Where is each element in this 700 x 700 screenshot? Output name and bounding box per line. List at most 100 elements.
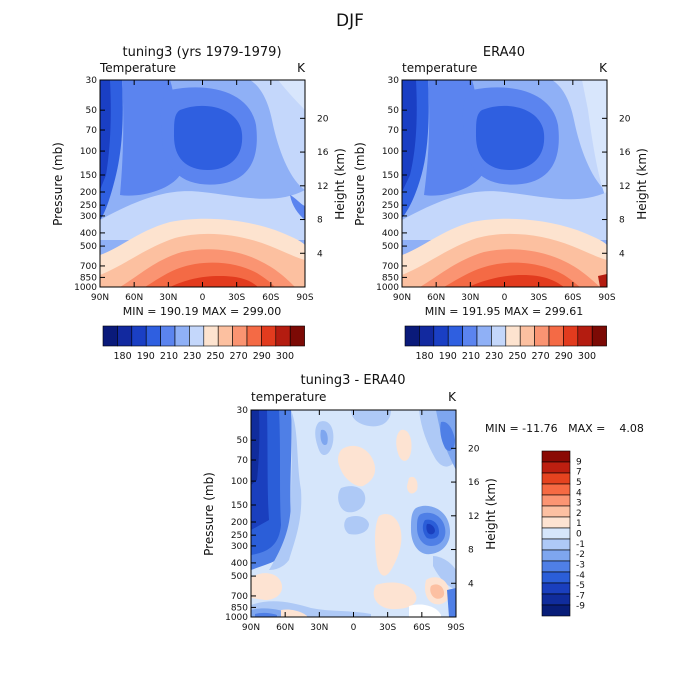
y-tick-label: 200 xyxy=(80,188,97,198)
y-tick-label: 50 xyxy=(388,106,400,116)
colorbar-label: 190 xyxy=(137,351,155,362)
colorbar-swatch xyxy=(548,325,564,347)
colorbar-swatch xyxy=(541,571,571,584)
height-tick-label: 8 xyxy=(468,546,474,556)
colorbar-label: 230 xyxy=(183,351,201,362)
y-axis-label-right: Height (km) xyxy=(333,148,347,219)
colorbar-swatch xyxy=(541,582,571,595)
y-tick-label: 30 xyxy=(237,406,249,416)
y-tick-label: 250 xyxy=(80,201,97,211)
x-tick-label: 90S xyxy=(447,623,464,633)
y-tick-label: 100 xyxy=(80,147,97,157)
y-tick-label: 300 xyxy=(382,212,399,222)
height-tick-label: 20 xyxy=(619,114,631,124)
colorbar-swatch xyxy=(591,325,607,347)
x-tick-label: 60S xyxy=(262,293,279,303)
axes: 90N 60N 30N 0 30S 60S 90S 30 50 70 100 150 200 250300… xyxy=(225,406,480,633)
y-tick-label: 150 xyxy=(231,501,248,511)
colorbar-label: 180 xyxy=(114,351,132,362)
colorbar-swatch xyxy=(541,461,571,474)
height-tick-label: 8 xyxy=(619,216,625,226)
variable-label: temperature xyxy=(251,390,326,404)
height-tick-label: 12 xyxy=(619,182,630,192)
y-tick-label: 200 xyxy=(231,518,248,528)
colorbar-swatch xyxy=(541,494,571,507)
height-tick-label: 12 xyxy=(468,512,479,522)
y-tick-label: 250 xyxy=(231,531,248,541)
x-tick-label: 60N xyxy=(125,293,143,303)
variable-label: Temperature xyxy=(99,61,176,75)
colorbar-label: 3 xyxy=(576,499,582,509)
colorbar-swatch xyxy=(541,538,571,551)
colorbar-label: -2 xyxy=(576,550,585,560)
unit-label: K xyxy=(448,390,457,404)
colorbar-label: 270 xyxy=(532,351,550,362)
min-max-stats: MIN = 190.19 MAX = 299.00 xyxy=(123,305,281,318)
colorbar-swatch xyxy=(541,560,571,573)
y-tick-label: 700 xyxy=(231,592,248,602)
y-tick-label: 850 xyxy=(231,603,248,613)
colorbar-swatch xyxy=(160,325,176,347)
panel-title: ERA40 xyxy=(483,45,525,60)
colorbar-label: -9 xyxy=(576,602,585,612)
contour-field xyxy=(402,80,607,287)
y-tick-label: 400 xyxy=(231,559,248,569)
y-tick-label: 1000 xyxy=(74,283,97,293)
x-tick-label: 90S xyxy=(598,293,615,303)
unit-label: K xyxy=(297,61,306,75)
y-axis-label: Pressure (mb) xyxy=(353,142,367,226)
colorbar-swatch xyxy=(541,593,571,606)
contour-field xyxy=(100,80,305,287)
colorbar-label: 250 xyxy=(508,351,526,362)
y-tick-label: 150 xyxy=(382,171,399,181)
colorbar-swatch xyxy=(519,325,535,347)
colorbar-swatch xyxy=(189,325,205,347)
x-tick-label: 0 xyxy=(502,293,508,303)
y-tick-label: 1000 xyxy=(376,283,399,293)
height-tick-label: 8 xyxy=(317,216,323,226)
panel-difference: tuning3 - ERA40 temperature K xyxy=(202,373,644,633)
y-tick-label: 70 xyxy=(86,126,98,136)
colorbar-swatch xyxy=(534,325,550,347)
colorbar-swatch xyxy=(102,325,118,347)
colorbar-swatch xyxy=(117,325,133,347)
x-tick-label: 30N xyxy=(159,293,177,303)
axes: 90N 60N 30N 0 30S 60S 90S 30 50 70 100 150 200 250300… xyxy=(74,76,329,303)
colorbar-swatch xyxy=(505,325,521,347)
min-max-stats: MIN = -11.76 MAX = 4.08 xyxy=(485,422,644,435)
variable-label: temperature xyxy=(402,61,477,75)
colorbar-swatch xyxy=(541,505,571,518)
colorbar-label: 210 xyxy=(160,351,178,362)
colorbar-swatch xyxy=(541,527,571,540)
y-tick-label: 70 xyxy=(388,126,400,136)
colorbar-label: 300 xyxy=(276,351,294,362)
height-tick-label: 16 xyxy=(317,148,329,158)
colorbar-label: 1 xyxy=(576,519,582,529)
y-tick-label: 1000 xyxy=(225,613,248,623)
y-tick-label: 400 xyxy=(80,229,97,239)
x-tick-label: 30S xyxy=(379,623,396,633)
colorbar: 180 190 210 230 250 270 290 300 xyxy=(404,325,607,362)
y-tick-label: 500 xyxy=(382,242,399,252)
colorbar-label: 5 xyxy=(576,478,582,488)
y-axis-label: Pressure (mb) xyxy=(51,142,65,226)
height-tick-label: 4 xyxy=(317,249,323,259)
colorbar-swatch xyxy=(404,325,420,347)
y-axis-label: Pressure (mb) xyxy=(202,472,216,556)
colorbar-swatch xyxy=(541,516,571,529)
height-tick-label: 20 xyxy=(468,444,480,454)
colorbar-swatch xyxy=(131,325,147,347)
x-tick-label: 30N xyxy=(461,293,479,303)
height-tick-label: 16 xyxy=(468,478,480,488)
axes: 90N 60N 30N 0 30S 60S 90S 30 50 70 100 150 200 250300… xyxy=(376,76,631,303)
x-tick-label: 60S xyxy=(564,293,581,303)
y-tick-label: 300 xyxy=(80,212,97,222)
colorbar-swatch xyxy=(174,325,190,347)
y-tick-label: 500 xyxy=(231,572,248,582)
colorbar-label: -5 xyxy=(576,581,585,591)
panel-tuning3: tuning3 (yrs 1979-1979) Temperature K xyxy=(51,45,347,362)
x-tick-label: 90N xyxy=(242,623,260,633)
y-tick-label: 850 xyxy=(382,273,399,283)
colorbar: 180 190 210 230 250 270 290 300 xyxy=(102,325,305,362)
